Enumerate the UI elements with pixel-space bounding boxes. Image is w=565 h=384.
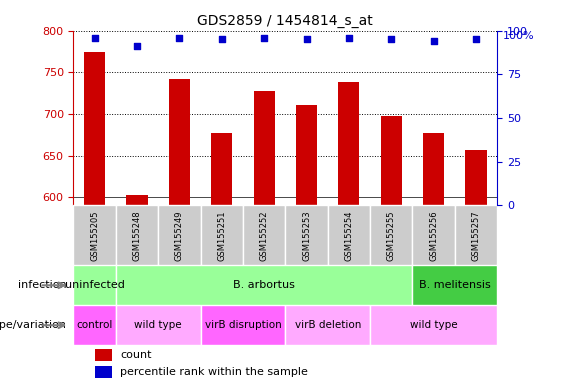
Text: 100%: 100%	[503, 31, 534, 41]
Bar	[381, 116, 402, 205]
Text: B. melitensis: B. melitensis	[419, 280, 490, 290]
Text: GSM155252: GSM155252	[260, 210, 268, 261]
Bar	[254, 91, 275, 205]
Point	[132, 43, 141, 50]
Text: count: count	[120, 350, 151, 360]
Text: GSM155256: GSM155256	[429, 210, 438, 261]
Point	[429, 38, 438, 44]
FancyBboxPatch shape	[116, 305, 201, 345]
Title: GDS2859 / 1454814_s_at: GDS2859 / 1454814_s_at	[197, 14, 373, 28]
Text: uninfected: uninfected	[65, 280, 124, 290]
FancyBboxPatch shape	[73, 265, 116, 305]
FancyBboxPatch shape	[116, 205, 158, 265]
Text: control: control	[76, 320, 113, 330]
Point	[175, 35, 184, 41]
Point	[302, 36, 311, 43]
FancyBboxPatch shape	[412, 205, 455, 265]
FancyBboxPatch shape	[370, 305, 497, 345]
Text: GSM155205: GSM155205	[90, 210, 99, 261]
Bar	[211, 133, 232, 205]
FancyBboxPatch shape	[285, 305, 370, 345]
FancyBboxPatch shape	[201, 205, 243, 265]
Bar	[296, 105, 317, 205]
Bar	[84, 51, 105, 205]
Text: infection: infection	[18, 280, 67, 290]
Text: wild type: wild type	[410, 320, 458, 330]
Text: virB deletion: virB deletion	[294, 320, 361, 330]
FancyBboxPatch shape	[328, 205, 370, 265]
FancyBboxPatch shape	[73, 205, 116, 265]
Point	[90, 35, 99, 41]
Text: B. arbortus: B. arbortus	[233, 280, 295, 290]
Text: GSM155251: GSM155251	[218, 210, 226, 261]
Text: genotype/variation: genotype/variation	[0, 320, 67, 330]
Bar	[95, 366, 112, 378]
Bar	[338, 82, 359, 205]
Text: GSM155253: GSM155253	[302, 210, 311, 261]
Bar	[127, 195, 147, 205]
FancyBboxPatch shape	[201, 305, 285, 345]
FancyBboxPatch shape	[73, 305, 116, 345]
Text: virB disruption: virB disruption	[205, 320, 281, 330]
Bar	[466, 150, 486, 205]
Text: GSM155249: GSM155249	[175, 210, 184, 261]
Text: wild type: wild type	[134, 320, 182, 330]
Point	[344, 35, 354, 41]
Point	[259, 35, 269, 41]
FancyBboxPatch shape	[412, 265, 497, 305]
Text: GSM155248: GSM155248	[133, 210, 141, 261]
Point	[471, 36, 480, 43]
Bar	[95, 349, 112, 361]
FancyBboxPatch shape	[455, 205, 497, 265]
FancyBboxPatch shape	[116, 265, 412, 305]
Text: percentile rank within the sample: percentile rank within the sample	[120, 367, 308, 377]
Bar	[423, 133, 444, 205]
FancyBboxPatch shape	[158, 205, 201, 265]
Point	[217, 36, 226, 43]
Bar	[169, 79, 190, 205]
FancyBboxPatch shape	[370, 205, 412, 265]
FancyBboxPatch shape	[285, 205, 328, 265]
FancyBboxPatch shape	[243, 205, 285, 265]
Text: GSM155257: GSM155257	[472, 210, 480, 261]
Text: GSM155255: GSM155255	[387, 210, 396, 261]
Text: GSM155254: GSM155254	[345, 210, 353, 261]
Point	[386, 36, 396, 43]
